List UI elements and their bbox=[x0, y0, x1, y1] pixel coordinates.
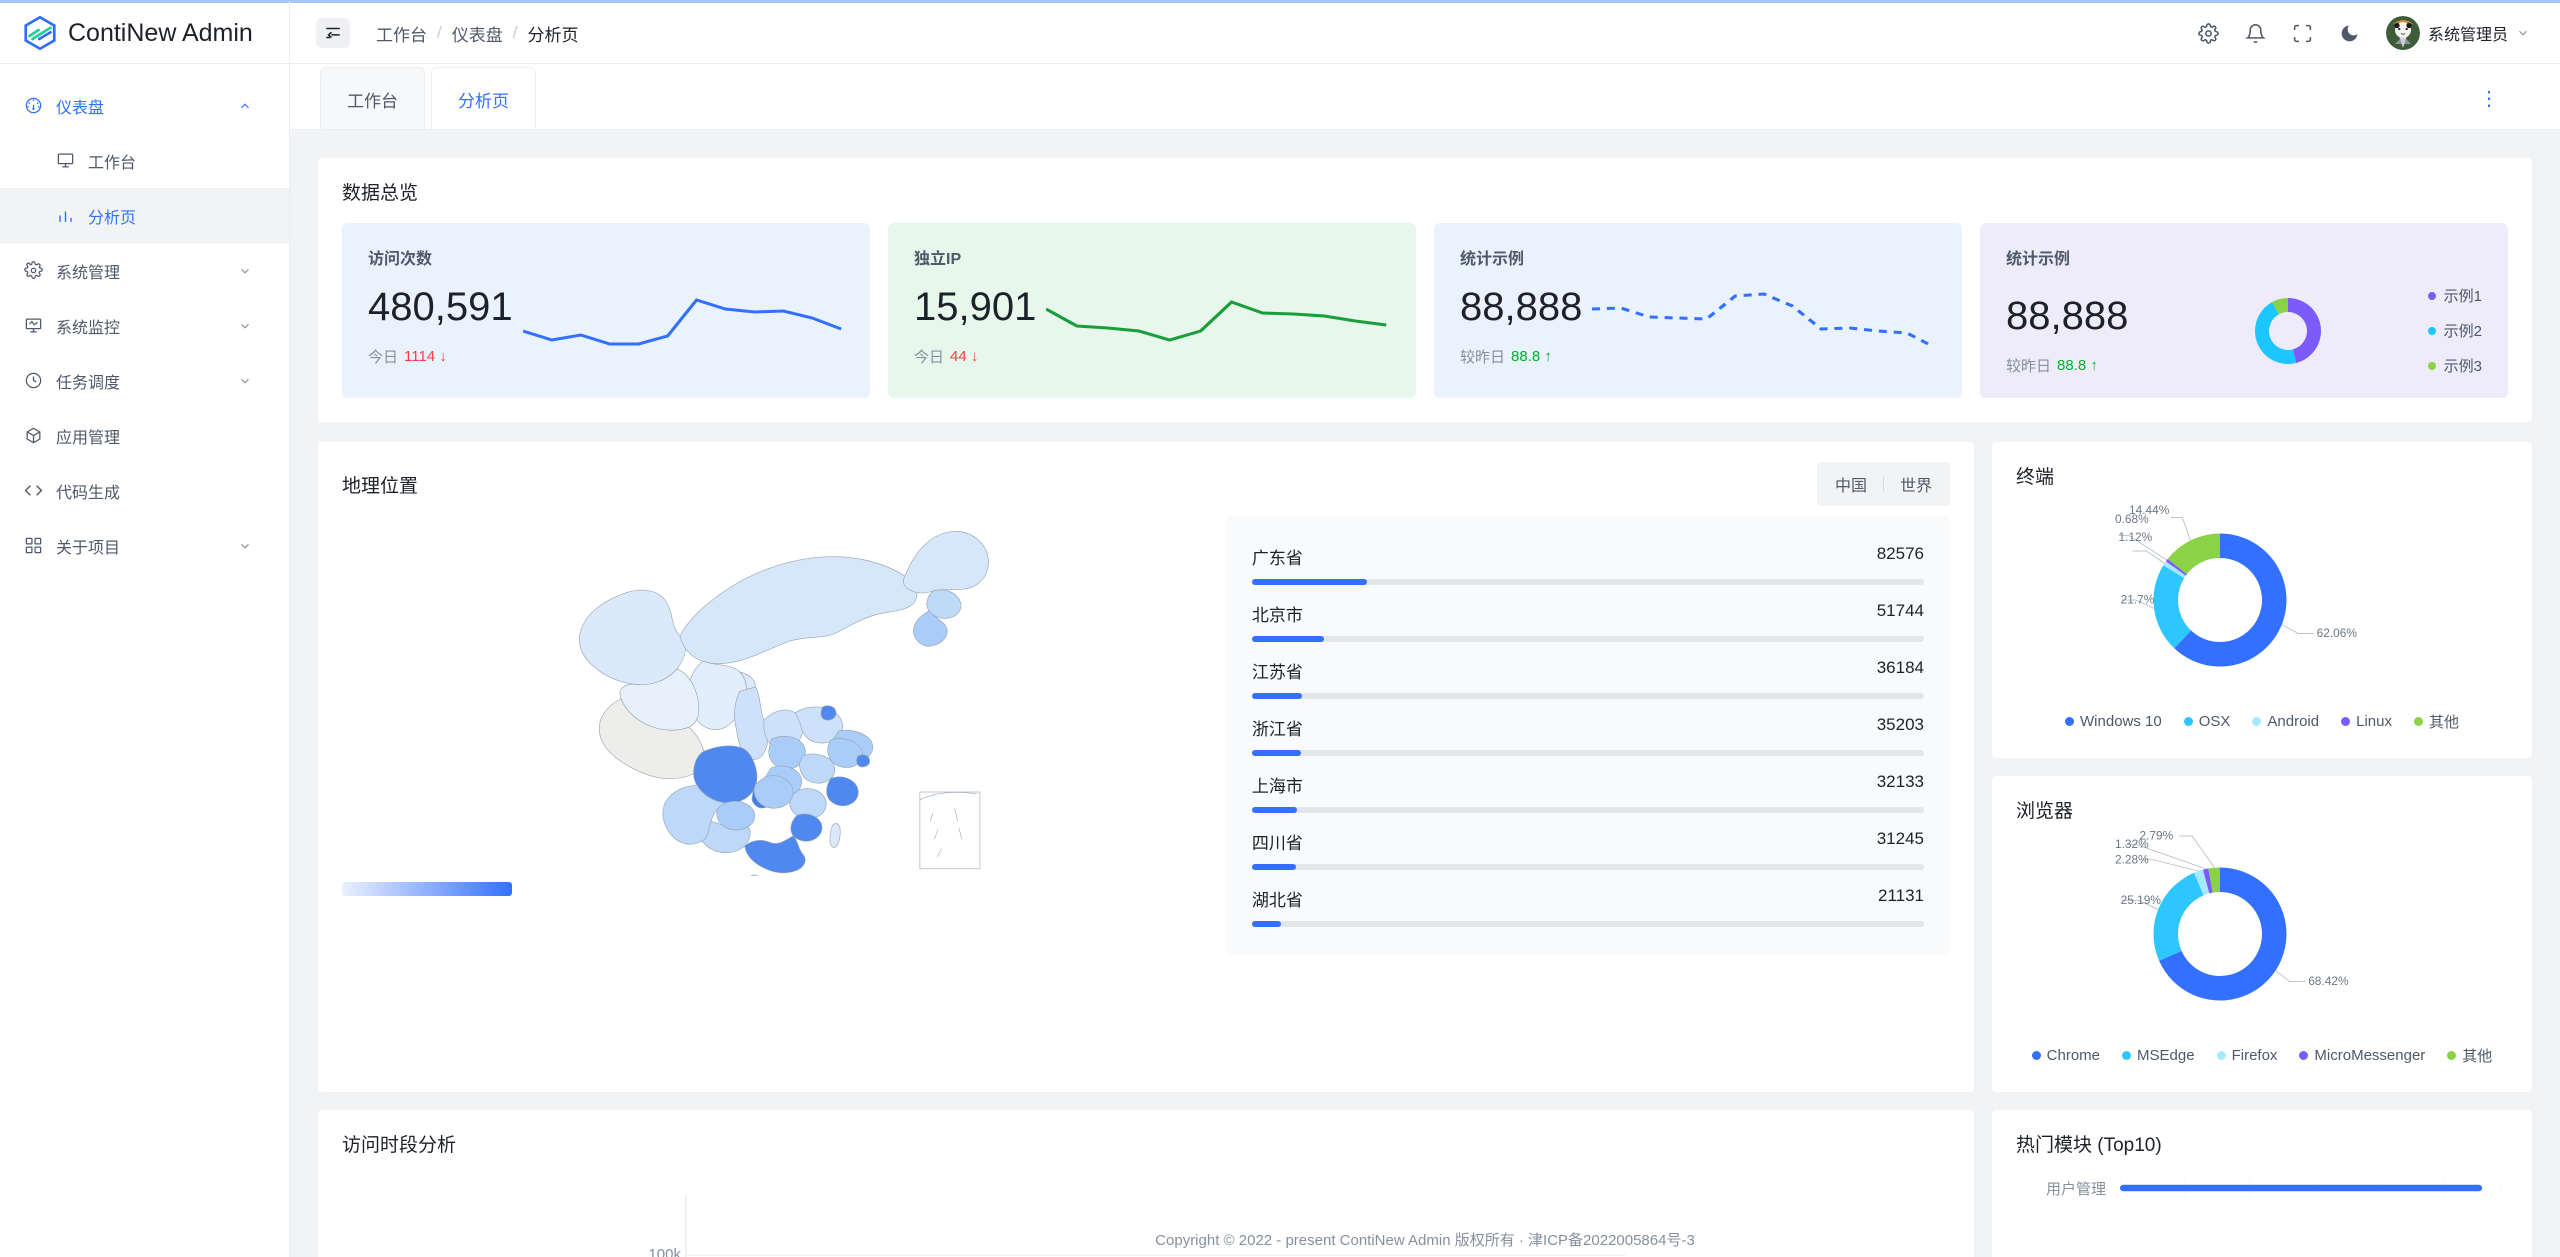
svg-text:100k: 100k bbox=[648, 1246, 681, 1257]
svg-text:62.06%: 62.06% bbox=[2317, 626, 2358, 640]
svg-text:21.7%: 21.7% bbox=[2121, 593, 2155, 607]
svg-text:25.19%: 25.19% bbox=[2121, 893, 2162, 907]
svg-text:1.12%: 1.12% bbox=[2119, 530, 2153, 544]
svg-text:14.44%: 14.44% bbox=[2129, 503, 2170, 517]
svg-text:2.79%: 2.79% bbox=[2140, 829, 2174, 843]
svg-text:68.42%: 68.42% bbox=[2308, 974, 2349, 988]
svg-text:2.28%: 2.28% bbox=[2115, 852, 2149, 866]
